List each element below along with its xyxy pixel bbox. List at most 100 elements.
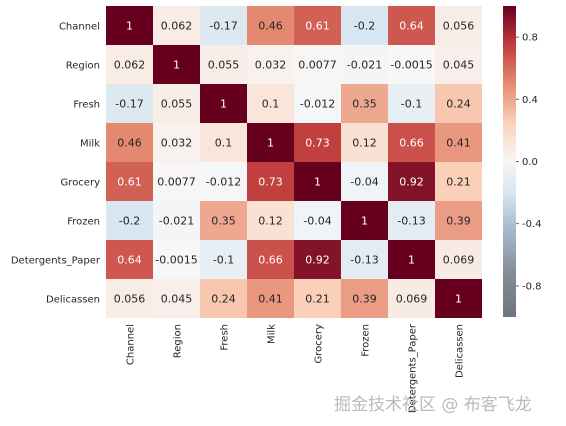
column-tick-label: Detergents_Paper bbox=[408, 323, 419, 413]
cell-value-label: -0.13 bbox=[350, 254, 378, 267]
heatmap-cell bbox=[247, 279, 294, 318]
heatmap-cell bbox=[200, 279, 247, 318]
colorbar-ticks: 0.8 0.4 0.0 -0.4 -0.8 bbox=[516, 33, 542, 292]
heatmap-cell bbox=[294, 201, 341, 240]
heatmap-cell bbox=[294, 84, 341, 123]
row-tick-labels: Channel Region Fresh Milk Grocery Frozen Deter… bbox=[11, 22, 101, 306]
cell-value-label: 0.24 bbox=[211, 293, 236, 306]
cell-value-label: 0.66 bbox=[258, 254, 283, 267]
cell-value-label: 0.0077 bbox=[157, 176, 196, 189]
cell-value-label: -0.04 bbox=[350, 176, 378, 189]
heatmap-cell bbox=[153, 123, 200, 162]
column-tick-label: Channel bbox=[126, 324, 137, 365]
heatmap-cell bbox=[106, 6, 153, 45]
heatmap-cell bbox=[247, 6, 294, 45]
cell-value-label: -0.1 bbox=[401, 98, 422, 111]
heatmap-cell bbox=[341, 123, 388, 162]
cell-value-label: -0.021 bbox=[159, 215, 194, 228]
cell-value-label: -0.021 bbox=[347, 59, 382, 72]
cell-value-label: 0.35 bbox=[352, 98, 377, 111]
heatmap-cell-labels: 1 0.062 -0.17 0.46 0.61 -0.2 0.64 0.056 0.062 1 0.… bbox=[114, 20, 475, 306]
row-tick-label: Milk bbox=[80, 139, 100, 150]
cell-value-label: 0.069 bbox=[396, 293, 428, 306]
heatmap-cell bbox=[153, 201, 200, 240]
heatmap-cell bbox=[106, 162, 153, 201]
heatmap-cell bbox=[435, 45, 482, 84]
heatmap-cell bbox=[388, 279, 435, 318]
cell-value-label: 0.032 bbox=[255, 59, 287, 72]
cell-value-label: 0.35 bbox=[211, 215, 236, 228]
row-tick-label: Delicassen bbox=[46, 295, 100, 306]
heatmap-cell bbox=[435, 240, 482, 279]
heatmap-cell bbox=[153, 84, 200, 123]
cell-value-label: 0.24 bbox=[446, 98, 471, 111]
row-tick-label: Channel bbox=[59, 22, 100, 33]
cell-value-label: -0.0015 bbox=[155, 254, 197, 267]
colorbar-tick-label: 0.4 bbox=[522, 95, 538, 106]
heatmap-cell bbox=[200, 84, 247, 123]
cell-value-label: 0.12 bbox=[258, 215, 283, 228]
cell-value-label: -0.0015 bbox=[390, 59, 432, 72]
cell-value-label: 0.92 bbox=[399, 176, 424, 189]
column-tick-label: Delicassen bbox=[455, 324, 466, 378]
cell-value-label: 0.46 bbox=[117, 137, 142, 150]
heatmap-cell bbox=[247, 201, 294, 240]
heatmap-cell bbox=[294, 240, 341, 279]
colorbar-tick-label: 0.0 bbox=[522, 157, 538, 168]
heatmap-cell bbox=[153, 6, 200, 45]
cell-value-label: 0.66 bbox=[399, 137, 424, 150]
heatmap-cell bbox=[106, 84, 153, 123]
heatmap-cell bbox=[435, 279, 482, 318]
cell-value-label: 1 bbox=[267, 137, 274, 150]
heatmap-cell bbox=[435, 201, 482, 240]
cell-value-label: -0.2 bbox=[354, 20, 375, 33]
heatmap-cell bbox=[294, 123, 341, 162]
cell-value-label: 1 bbox=[314, 176, 321, 189]
heatmap-cell bbox=[200, 240, 247, 279]
colorbar-tick-label: -0.4 bbox=[522, 219, 542, 230]
cell-value-label: -0.1 bbox=[213, 254, 234, 267]
cell-value-label: 0.21 bbox=[446, 176, 471, 189]
heatmap-cell bbox=[247, 84, 294, 123]
cell-value-label: -0.04 bbox=[303, 215, 331, 228]
heatmap-cell bbox=[153, 279, 200, 318]
cell-value-label: 0.055 bbox=[208, 59, 240, 72]
cell-value-label: 1 bbox=[126, 20, 133, 33]
cell-value-label: 1 bbox=[220, 98, 227, 111]
heatmap-cell bbox=[247, 45, 294, 84]
cell-value-label: -0.13 bbox=[397, 215, 425, 228]
heatmap-cell bbox=[106, 45, 153, 84]
cell-value-label: 0.062 bbox=[114, 59, 146, 72]
row-tick-label: Fresh bbox=[73, 100, 100, 111]
heatmap-cell bbox=[388, 162, 435, 201]
cell-value-label: -0.2 bbox=[119, 215, 140, 228]
heatmap-cells bbox=[106, 6, 482, 318]
heatmap-cell bbox=[435, 123, 482, 162]
column-tick-label: Fresh bbox=[220, 324, 231, 351]
cell-value-label: 0.46 bbox=[258, 20, 283, 33]
heatmap-cell bbox=[435, 162, 482, 201]
cell-value-label: 0.045 bbox=[443, 59, 475, 72]
heatmap-cell bbox=[388, 84, 435, 123]
cell-value-label: 0.055 bbox=[161, 98, 193, 111]
heatmap-cell bbox=[153, 45, 200, 84]
heatmap-cell bbox=[294, 279, 341, 318]
column-tick-label: Region bbox=[173, 324, 184, 358]
cell-value-label: 0.056 bbox=[114, 293, 146, 306]
heatmap-cell bbox=[247, 240, 294, 279]
column-tick-label: Frozen bbox=[361, 324, 372, 357]
cell-value-label: 1 bbox=[408, 254, 415, 267]
heatmap-cell bbox=[153, 240, 200, 279]
colorbar-tick-label: -0.8 bbox=[522, 281, 542, 292]
cell-value-label: 1 bbox=[455, 293, 462, 306]
heatmap-cell bbox=[388, 240, 435, 279]
cell-value-label: 0.032 bbox=[161, 137, 193, 150]
column-tick-labels: Channel Region Fresh Milk Grocery Frozen Deter… bbox=[126, 323, 466, 413]
cell-value-label: 0.056 bbox=[443, 20, 475, 33]
heatmap-cell bbox=[294, 6, 341, 45]
heatmap-cell bbox=[341, 279, 388, 318]
cell-value-label: 0.64 bbox=[117, 254, 142, 267]
heatmap-cell bbox=[200, 6, 247, 45]
heatmap-cell bbox=[341, 240, 388, 279]
